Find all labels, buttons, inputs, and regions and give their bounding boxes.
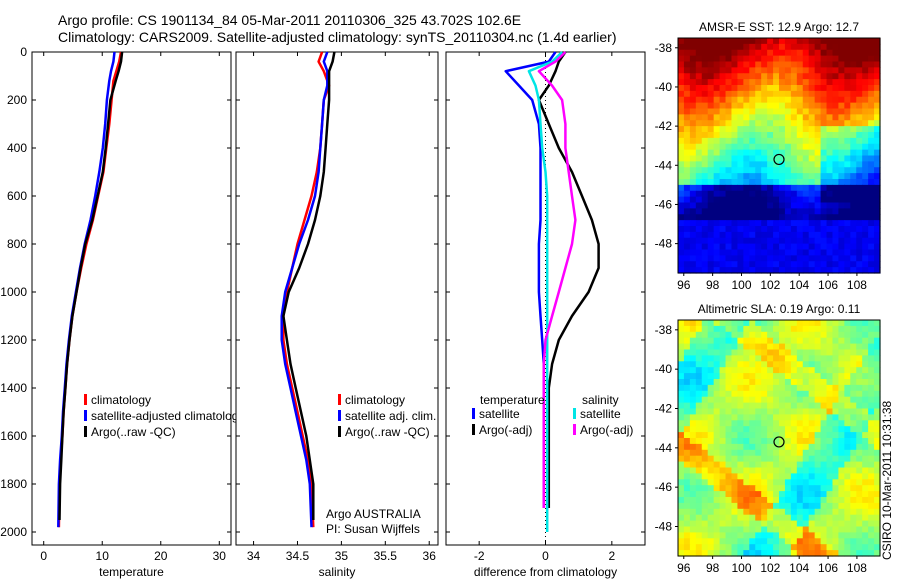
salinity-profile-frame — [235, 51, 439, 546]
y-tick-label: 1400 — [0, 381, 27, 395]
x-tick-label: 34 — [247, 549, 261, 563]
series-line-black — [282, 51, 336, 520]
legend-swatch — [338, 426, 341, 437]
map-y-tick-label: -48 — [655, 237, 673, 251]
map-y-tick-label: -46 — [655, 197, 673, 211]
x-tick-label: -2 — [474, 549, 485, 563]
map-x-tick-label: 108 — [847, 278, 867, 292]
y-tick-label: 1000 — [0, 285, 27, 299]
series-line-magenta — [537, 51, 577, 508]
x-tick-label: 0 — [542, 549, 549, 563]
series-line-black — [537, 51, 600, 508]
difference-profile-frame — [445, 51, 646, 546]
series-line-cyan — [527, 51, 563, 532]
map-y-tick-label: -40 — [655, 80, 673, 94]
y-tick-label: 0 — [20, 45, 27, 59]
y-tick-label: 1600 — [0, 429, 27, 443]
x-tick-label: 10 — [96, 549, 110, 563]
series-line-blue — [280, 51, 329, 528]
legend-label: satellite — [580, 407, 621, 421]
y-tick-label: 200 — [7, 93, 27, 107]
legend-swatch — [84, 394, 87, 405]
temperature-profile-frame — [31, 51, 232, 546]
map-x-tick-label: 100 — [731, 278, 751, 292]
legend-swatch — [472, 408, 475, 419]
x-tick-label: 35.5 — [374, 549, 398, 563]
legend-swatch — [338, 394, 341, 405]
sst-map-frame — [677, 37, 881, 274]
legend-swatch — [84, 426, 87, 437]
map-y-tick-label: -38 — [655, 323, 673, 337]
legend-label: satellite-adjusted climatolog — [91, 409, 238, 423]
sla-map-frame — [677, 319, 881, 557]
legend-swatch — [472, 424, 475, 435]
y-tick-label: 800 — [7, 237, 27, 251]
legend-label: climatology — [91, 393, 151, 407]
legend-label: Argo(..raw -QC) — [91, 425, 176, 439]
map-x-tick-label: 102 — [760, 278, 780, 292]
x-tick-label: 30 — [213, 549, 227, 563]
legend-header: temperature — [480, 393, 545, 407]
x-axis-label: difference from climatology — [474, 565, 617, 579]
legend-label: Argo(..raw -QC) — [345, 425, 430, 439]
map-x-tick-label: 106 — [818, 278, 838, 292]
float-location-marker — [773, 153, 785, 166]
legend-label: Argo(-adj) — [479, 423, 532, 437]
legend-swatch — [84, 410, 87, 421]
map-title: AMSR-E SST: 12.9 Argo: 12.7 — [699, 20, 859, 34]
map-y-tick-label: -42 — [655, 402, 673, 416]
x-tick-label: 2 — [608, 549, 615, 563]
figure-title-line1: Argo profile: CS 1901134_84 05-Mar-2011 … — [58, 12, 522, 28]
x-axis-label: temperature — [99, 565, 164, 579]
y-tick-label: 400 — [7, 141, 27, 155]
map-title: Altimetric SLA: 0.19 Argo: 0.11 — [698, 302, 861, 316]
series-line-black — [58, 51, 124, 521]
map-y-tick-label: -44 — [655, 158, 673, 172]
map-x-tick-label: 98 — [706, 278, 720, 292]
map-y-tick-label: -42 — [655, 119, 673, 133]
legend-label: satellite — [479, 407, 520, 421]
sst-map-heatmap — [678, 38, 881, 274]
y-tick-label: 600 — [7, 189, 27, 203]
legend-swatch — [573, 424, 576, 435]
y-tick-label: 2000 — [0, 525, 27, 539]
map-x-tick-label: 96 — [677, 561, 691, 575]
figure-title-line2: Climatology: CARS2009. Satellite-adjuste… — [58, 29, 617, 45]
map-x-tick-label: 104 — [789, 561, 809, 575]
sla-map-heatmap — [678, 320, 881, 557]
map-x-tick-label: 100 — [731, 561, 751, 575]
map-x-tick-label: 106 — [818, 561, 838, 575]
map-x-tick-label: 96 — [677, 278, 691, 292]
map-y-tick-label: -44 — [655, 441, 673, 455]
legend-header: salinity — [582, 393, 619, 407]
map-y-tick-label: -46 — [655, 480, 673, 494]
legend-label: satellite adj. clim. — [345, 409, 436, 423]
x-tick-label: 34.5 — [286, 549, 310, 563]
map-y-tick-label: -38 — [655, 41, 673, 55]
note-line: Argo AUSTRALIA — [326, 507, 421, 521]
x-axis-label: salinity — [319, 565, 356, 579]
y-tick-label: 1200 — [0, 333, 27, 347]
map-y-tick-label: -40 — [655, 362, 673, 376]
float-location-marker — [773, 436, 785, 448]
x-tick-label: 35 — [335, 549, 349, 563]
legend-label: Argo(-adj) — [580, 423, 633, 437]
map-x-tick-label: 98 — [706, 561, 720, 575]
map-x-tick-label: 104 — [789, 278, 809, 292]
y-tick-label: 1800 — [0, 477, 27, 491]
legend-label: climatology — [345, 393, 405, 407]
note-line: PI: Susan Wijffels — [326, 522, 420, 536]
legend-swatch — [573, 408, 576, 419]
legend-swatch — [338, 410, 341, 421]
map-x-tick-label: 102 — [760, 561, 780, 575]
map-x-tick-label: 108 — [847, 561, 867, 575]
x-tick-label: 36 — [423, 549, 437, 563]
map-y-tick-label: -48 — [655, 520, 673, 534]
x-tick-label: 20 — [154, 549, 168, 563]
x-tick-label: 0 — [40, 549, 47, 563]
